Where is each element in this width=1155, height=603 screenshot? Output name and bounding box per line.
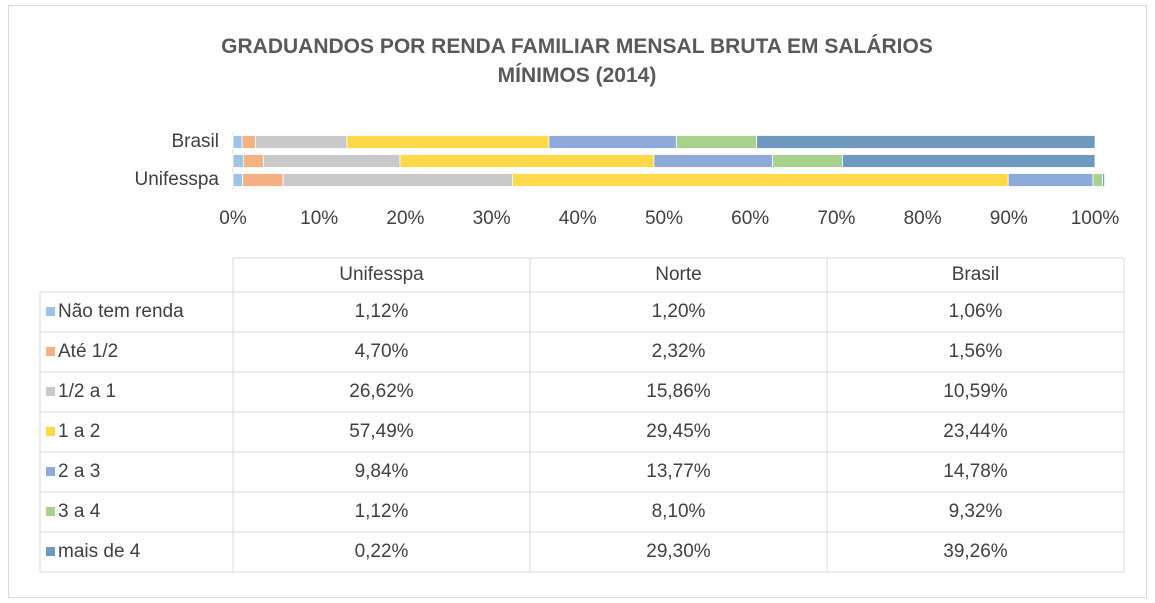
x-tick-label: 50%	[645, 208, 683, 229]
table-cell: 29,45%	[646, 421, 711, 442]
legend-label: 1/2 a 1	[58, 381, 116, 402]
legend-label: 3 a 4	[58, 501, 101, 522]
legend-label: mais de 4	[58, 541, 141, 562]
bar-segment	[255, 135, 348, 149]
table-header: Brasil	[952, 264, 1000, 285]
y-tick-label: Unifesspa	[135, 169, 220, 190]
x-tick-label: 20%	[386, 208, 424, 229]
x-tick-label: 10%	[300, 208, 338, 229]
table-cell: 10,59%	[943, 381, 1008, 402]
x-tick-label: 80%	[904, 208, 942, 229]
x-tick-label: 70%	[817, 208, 855, 229]
bar-segment	[346, 135, 550, 149]
table-cell: 9,32%	[949, 501, 1003, 522]
bar-segment	[1007, 173, 1094, 187]
table-cell: 1,12%	[355, 501, 409, 522]
table-cell: 26,62%	[349, 381, 414, 402]
bar-segment	[232, 135, 243, 149]
bar-segment	[675, 135, 758, 149]
bar-segment	[1092, 173, 1104, 187]
legend-label: 1 a 2	[58, 421, 100, 442]
x-tick-label: 0%	[219, 208, 247, 229]
legend-key	[46, 467, 55, 476]
bar-segment	[399, 154, 655, 168]
x-tick-label: 100%	[1071, 208, 1120, 229]
bar-segment	[548, 135, 677, 149]
legend-key	[46, 387, 55, 396]
legend-label: Até 1/2	[58, 341, 118, 362]
bar-segment	[262, 154, 401, 168]
bar-segment	[1102, 173, 1105, 187]
x-tick-label: 40%	[559, 208, 597, 229]
bar-segment	[653, 154, 774, 168]
table-cell: 4,70%	[355, 341, 409, 362]
x-tick-label: 30%	[473, 208, 511, 229]
table-cell: 39,26%	[943, 541, 1008, 562]
bar-segment	[232, 154, 244, 168]
table-cell: 1,20%	[652, 301, 706, 322]
legend-label: Não tem renda	[58, 301, 184, 322]
x-tick-label: 90%	[990, 208, 1028, 229]
bar-segment	[512, 173, 1009, 187]
legend-key	[46, 547, 55, 556]
table-cell: 13,77%	[646, 461, 711, 482]
bar-segment	[756, 135, 1096, 149]
chart-title: GRADUANDOS POR RENDA FAMILIAR MENSAL BRU…	[221, 35, 933, 87]
y-tick-label: Brasil	[171, 131, 219, 152]
legend-key	[46, 427, 55, 436]
bar-segment	[772, 154, 843, 168]
table-cell: 14,78%	[943, 461, 1008, 482]
table-cell: 23,44%	[943, 421, 1008, 442]
legend-key	[46, 307, 55, 316]
table-cell: 1,56%	[949, 341, 1003, 362]
legend-key	[46, 347, 55, 356]
table-cell: 29,30%	[646, 541, 711, 562]
x-tick-label: 60%	[731, 208, 769, 229]
table-cell: 57,49%	[349, 421, 414, 442]
table-cell: 15,86%	[646, 381, 711, 402]
legend-key	[46, 507, 55, 516]
table-header: Norte	[655, 264, 701, 285]
bar-segment	[242, 154, 264, 168]
table-cell: 1,12%	[355, 301, 409, 322]
bar-segment	[282, 173, 514, 187]
table-cell: 8,10%	[652, 501, 706, 522]
table-cell: 1,06%	[949, 301, 1003, 322]
table-cell: 0,22%	[355, 541, 409, 562]
table-header: Unifesspa	[339, 264, 424, 285]
bar-segment	[842, 154, 1096, 168]
chart-border	[8, 5, 1147, 598]
bar-segment	[242, 173, 284, 187]
bar-segment	[241, 135, 256, 149]
table-cell: 2,32%	[652, 341, 706, 362]
bar-segment	[232, 173, 244, 187]
table-cell: 9,84%	[355, 461, 409, 482]
legend-label: 2 a 3	[58, 461, 100, 482]
